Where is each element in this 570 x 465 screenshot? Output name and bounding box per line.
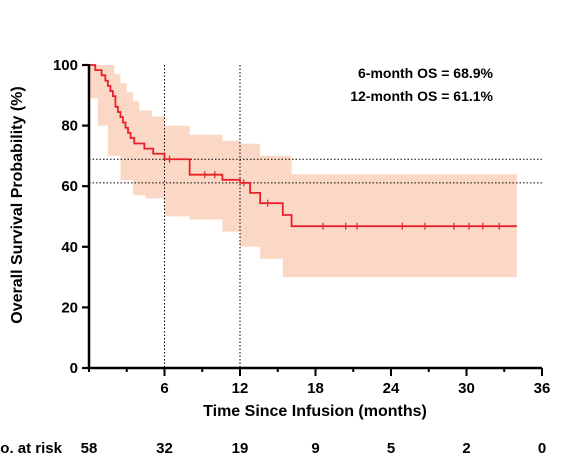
y-tick-labels: 0 20 40 60 80 100 — [53, 57, 78, 377]
x-axis-title: Time Since Infusion (months) — [203, 403, 427, 420]
y-axis-title: Overall Survival Probability (%) — [9, 86, 26, 323]
censor-marks — [168, 155, 500, 230]
y-tick-label: 60 — [61, 178, 78, 195]
axes — [82, 63, 543, 376]
risk-count: 32 — [156, 440, 173, 457]
x-tick-label: 30 — [458, 380, 475, 397]
confidence-band — [89, 65, 517, 278]
risk-count: 2 — [462, 440, 470, 457]
y-tick-label: 100 — [53, 57, 78, 74]
annotation-12-month: 12-month OS = 61.1% — [350, 88, 493, 104]
y-tick-label: 40 — [61, 239, 78, 256]
x-tick-labels: 6 12 18 24 30 36 — [160, 380, 550, 397]
reference-lines — [89, 65, 542, 368]
annotation-6-month: 6-month OS = 68.9% — [358, 65, 494, 81]
risk-count: 0 — [538, 440, 546, 457]
risk-count: 58 — [81, 440, 98, 457]
x-tick-label: 12 — [232, 380, 249, 397]
y-tick-label: 20 — [61, 299, 78, 316]
x-tick-label: 6 — [160, 380, 168, 397]
risk-count: 5 — [387, 440, 395, 457]
risk-table-label: No. at risk — [0, 440, 63, 457]
risk-table-values: 58 32 19 9 5 2 0 — [81, 440, 547, 457]
x-tick-label: 18 — [307, 380, 324, 397]
y-tick-label: 80 — [61, 118, 78, 135]
survival-curve — [89, 64, 517, 228]
risk-count: 19 — [232, 440, 249, 457]
y-tick-label: 0 — [70, 360, 78, 377]
x-tick-label: 24 — [383, 380, 400, 397]
x-tick-label: 36 — [534, 380, 551, 397]
risk-count: 9 — [311, 440, 319, 457]
